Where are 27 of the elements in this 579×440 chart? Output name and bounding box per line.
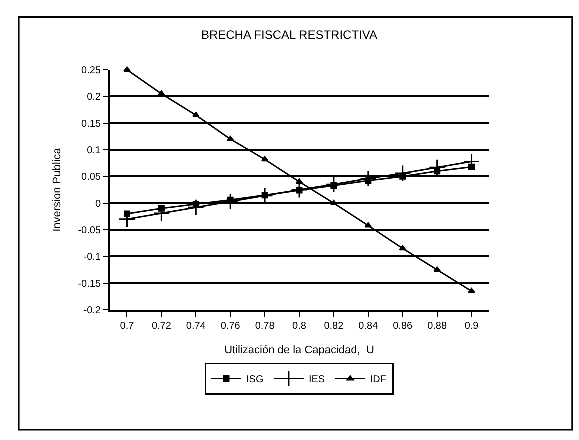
x-tick-label: 0.9 (464, 321, 480, 332)
x-tick-label: 0.78 (255, 321, 276, 332)
y-tick-label: 0.25 (82, 66, 102, 76)
legend-label: IDF (370, 374, 387, 386)
y-tick-label: -0.2 (84, 306, 102, 316)
x-axis-title: Utilización de la Capacidad, U (224, 344, 374, 357)
chart-title: BRECHA FISCAL RESTRICTIVA (201, 28, 378, 42)
x-tick-label: 0.8 (292, 321, 307, 332)
y-tick-label: -0.15 (78, 278, 102, 290)
x-tick-label: 0.86 (393, 321, 414, 332)
y-tick-label: 0 (95, 198, 102, 210)
x-tick-label: 0.82 (324, 321, 344, 332)
y-tick-label: 0.15 (82, 118, 102, 130)
y-tick-label: -0.1 (84, 252, 102, 264)
x-tick-label: 0.7 (120, 321, 135, 332)
legend-label: ISG (246, 374, 264, 386)
y-tick-label: 0.2 (87, 92, 102, 104)
x-tick-label: 0.84 (358, 321, 379, 332)
y-axis-title: Inversion Publica (51, 147, 64, 232)
x-tick-label: 0.88 (428, 321, 448, 332)
x-tick-label: 0.74 (186, 321, 206, 332)
y-tick-label: 0.1 (87, 146, 102, 156)
legend-label: IES (308, 374, 326, 386)
x-tick-label: 0.72 (152, 321, 172, 332)
y-tick-label: 0.05 (82, 172, 102, 184)
x-tick-label: 0.76 (220, 321, 241, 332)
y-tick-label: -0.05 (78, 226, 102, 236)
